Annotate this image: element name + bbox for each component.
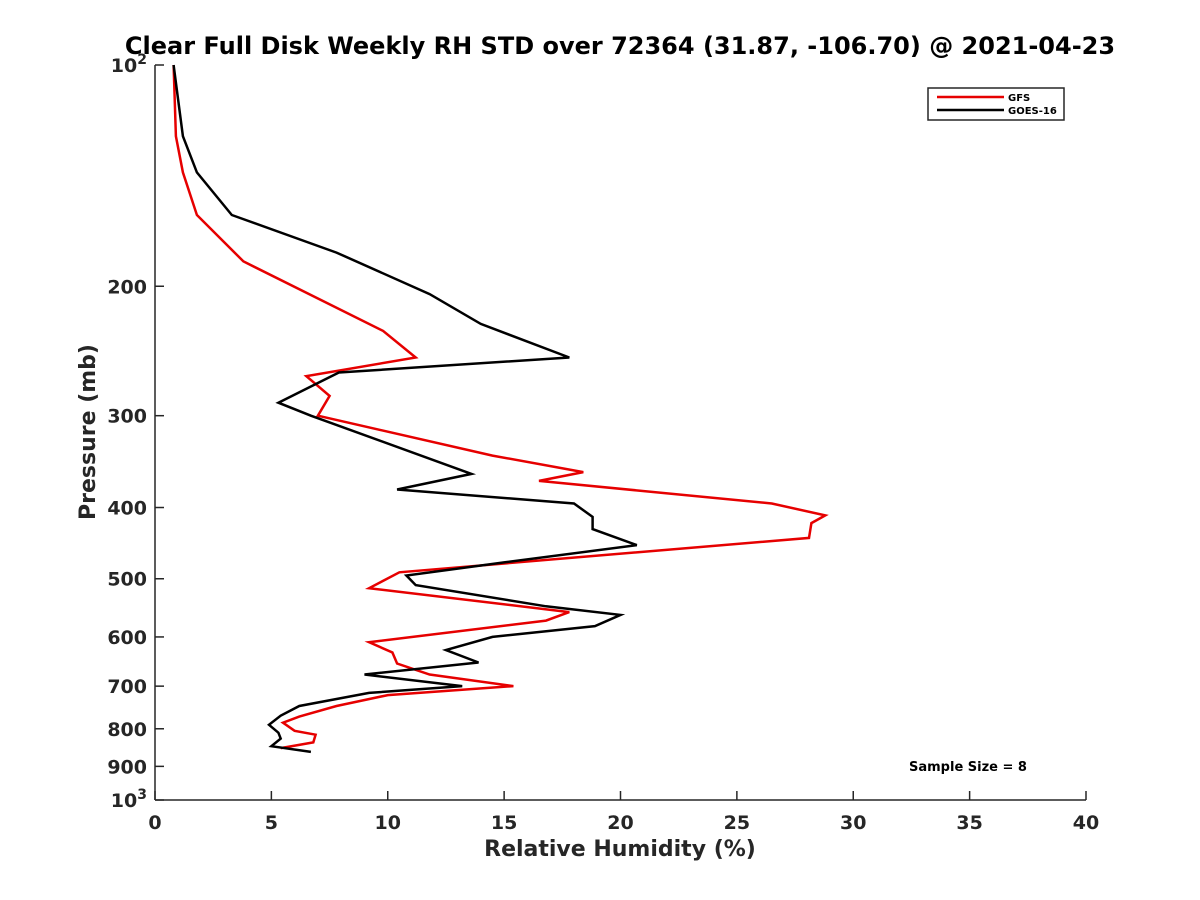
series-line-gfs bbox=[172, 64, 829, 750]
x-tick-label: 25 bbox=[724, 812, 750, 834]
chart-title: Clear Full Disk Weekly RH STD over 72364… bbox=[125, 32, 1115, 60]
series-line-goes16 bbox=[172, 64, 638, 754]
x-tick-label: 30 bbox=[840, 812, 866, 834]
x-tick-label: 0 bbox=[148, 812, 161, 834]
y-tick-label: 500 bbox=[107, 569, 147, 591]
x-tick-label: 20 bbox=[607, 812, 633, 834]
legend-label-gfs: GFS bbox=[1008, 93, 1030, 104]
x-tick-label: 5 bbox=[265, 812, 278, 834]
y-tick-label: 200 bbox=[107, 276, 147, 298]
y-tick-label: 400 bbox=[107, 498, 147, 520]
legend: GFS GOES-16 bbox=[927, 87, 1065, 121]
x-tick-label: 15 bbox=[491, 812, 517, 834]
plot-area bbox=[154, 65, 1086, 801]
x-tick-label: 10 bbox=[375, 812, 401, 834]
y-tick-label: 300 bbox=[107, 406, 147, 428]
x-axis-label: Relative Humidity (%) bbox=[484, 837, 756, 862]
y-tick-label: 103 bbox=[111, 787, 147, 812]
legend-box bbox=[927, 87, 1065, 121]
y-tick-label: 900 bbox=[107, 756, 147, 778]
x-tick-label: 40 bbox=[1073, 812, 1099, 834]
y-tick-label: 700 bbox=[107, 676, 147, 698]
x-ticks: 0 5 10 15 20 25 30 35 40 bbox=[148, 791, 1099, 834]
legend-label-goes16: GOES-16 bbox=[1008, 106, 1057, 117]
y-tick-label: 800 bbox=[107, 719, 147, 741]
y-tick-label: 600 bbox=[107, 627, 147, 649]
sample-size-annotation: Sample Size = 8 bbox=[909, 760, 1027, 775]
y-ticks: 102 200 300 400 500 600 700 800 900 103 bbox=[107, 52, 164, 812]
series-lines bbox=[172, 64, 829, 754]
y-tick-label: 102 bbox=[111, 52, 147, 77]
x-tick-label: 35 bbox=[956, 812, 982, 834]
y-axis-label: Pressure (mb) bbox=[76, 344, 101, 520]
